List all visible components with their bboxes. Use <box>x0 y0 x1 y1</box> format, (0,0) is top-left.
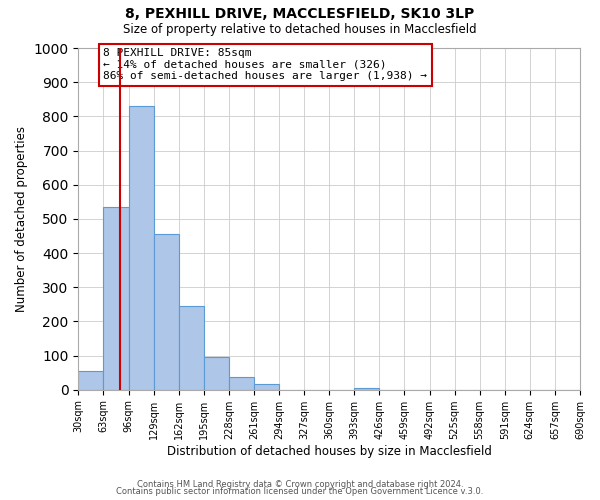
Bar <box>354 388 379 390</box>
Bar <box>79 371 103 390</box>
Bar <box>128 106 154 390</box>
Bar <box>154 234 179 390</box>
Text: 8, PEXHILL DRIVE, MACCLESFIELD, SK10 3LP: 8, PEXHILL DRIVE, MACCLESFIELD, SK10 3LP <box>125 8 475 22</box>
Bar <box>204 358 229 390</box>
Bar <box>179 306 204 390</box>
Text: Contains HM Land Registry data © Crown copyright and database right 2024.: Contains HM Land Registry data © Crown c… <box>137 480 463 489</box>
Text: Contains public sector information licensed under the Open Government Licence v.: Contains public sector information licen… <box>116 488 484 496</box>
Bar <box>229 376 254 390</box>
Y-axis label: Number of detached properties: Number of detached properties <box>15 126 28 312</box>
Text: Size of property relative to detached houses in Macclesfield: Size of property relative to detached ho… <box>123 22 477 36</box>
Text: 8 PEXHILL DRIVE: 85sqm
← 14% of detached houses are smaller (326)
86% of semi-de: 8 PEXHILL DRIVE: 85sqm ← 14% of detached… <box>103 48 427 81</box>
Bar <box>254 384 279 390</box>
Bar <box>103 207 128 390</box>
X-axis label: Distribution of detached houses by size in Macclesfield: Distribution of detached houses by size … <box>167 444 491 458</box>
